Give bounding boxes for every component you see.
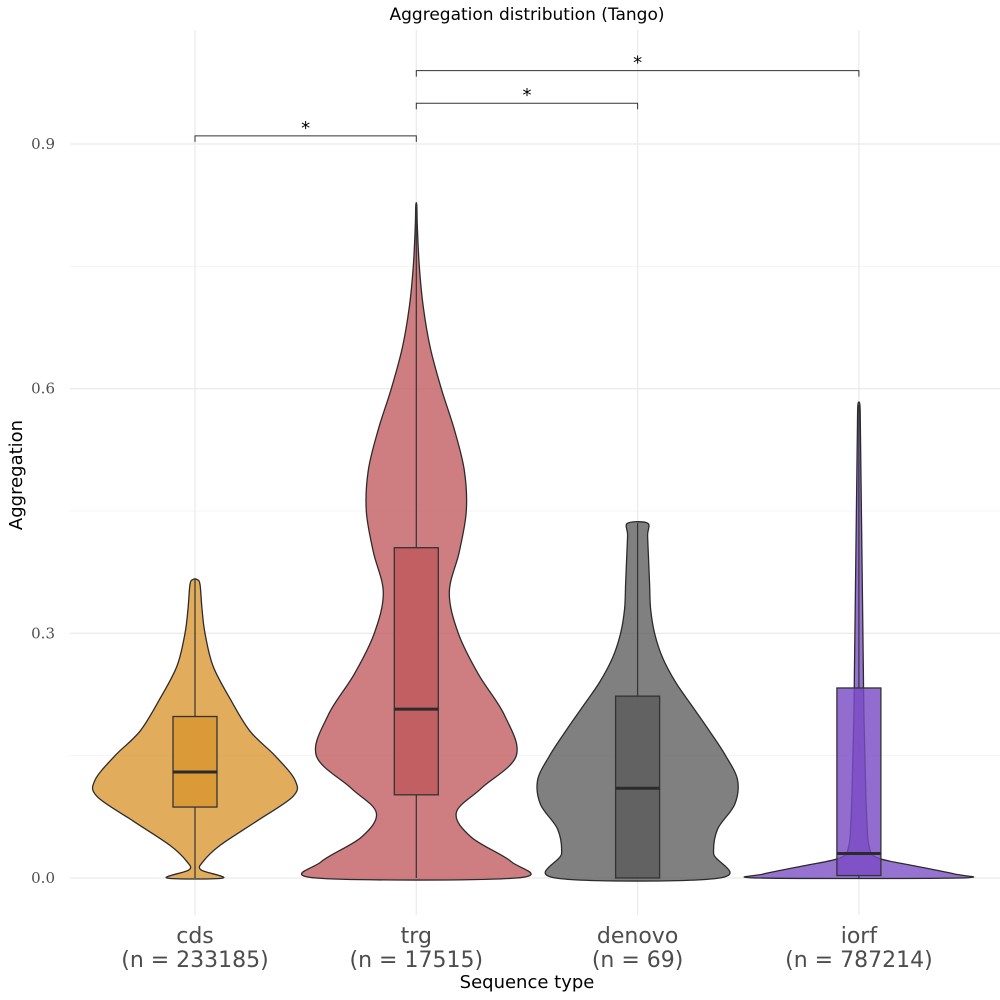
boxplots: [172, 205, 882, 879]
significance-brackets: * * *: [194, 53, 860, 142]
x-tick-count-trg: (n = 17515): [350, 948, 484, 973]
y-tick-label: 0.6: [31, 380, 55, 398]
x-tick-count-iorf: (n = 787214): [785, 948, 933, 973]
x-tick-count-cds: (n = 233185): [121, 948, 269, 973]
x-tick-label-trg: trg: [401, 924, 432, 949]
significance-star-trg-denovo: *: [522, 85, 531, 106]
box-cds: [172, 715, 218, 808]
x-tick-label-denovo: denovo: [597, 924, 678, 949]
x-tick-label-iorf: iorf: [841, 924, 879, 949]
y-tick-label: 0.0: [31, 869, 55, 887]
y-axis: 0.0 0.3 0.6 0.9: [31, 135, 55, 887]
x-tick-count-denovo: (n = 69): [592, 948, 684, 973]
significance-star-cds-trg: *: [301, 118, 310, 139]
box-trg: [393, 547, 439, 796]
bracket-trg-denovo: [415, 102, 639, 110]
x-axis-title: Sequence type: [460, 972, 595, 993]
y-tick-label: 0.3: [31, 624, 55, 642]
x-axis: cds(n = 233185)trg(n = 17515)denovo(n = …: [121, 924, 932, 973]
bracket-trg-iorf: [415, 70, 860, 77]
y-tick-label: 0.9: [31, 135, 55, 153]
chart-title: Aggregation distribution (Tango): [390, 5, 665, 25]
bracket-cds-trg: [194, 135, 417, 142]
significance-star-trg-iorf: *: [633, 53, 642, 74]
y-axis-title: Aggregation: [6, 420, 27, 530]
x-tick-label-cds: cds: [176, 924, 214, 949]
box-iorf: [836, 687, 882, 877]
